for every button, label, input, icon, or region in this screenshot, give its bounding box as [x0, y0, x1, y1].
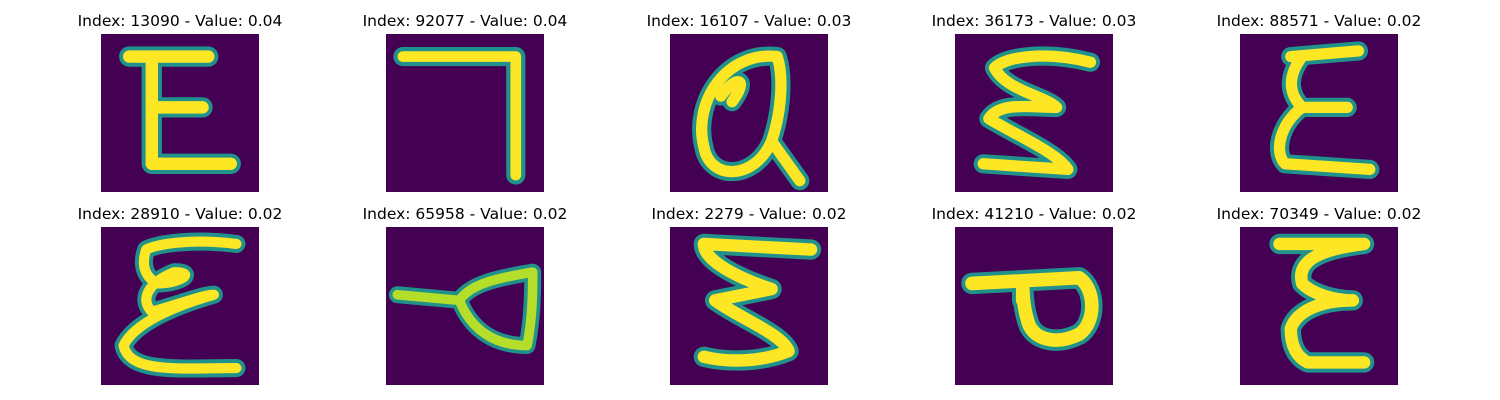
- glyph-three-mirrored: [973, 46, 1101, 180]
- panel-title: Index: 36173 - Value: 0.03: [931, 12, 1137, 30]
- glyph-three-mirrored: [693, 233, 822, 371]
- panel-title: Index: 13090 - Value: 0.04: [77, 12, 283, 30]
- grid-panel: Index: 41210 - Value: 0.02: [904, 204, 1164, 394]
- panel-title: Index: 28910 - Value: 0.02: [77, 205, 283, 223]
- letter-image: [670, 34, 828, 192]
- grid-panel: Index: 92077 - Value: 0.04: [335, 11, 595, 201]
- letter-image: [670, 227, 828, 385]
- panel-title: Index: 65958 - Value: 0.02: [362, 205, 568, 223]
- panel-title: Index: 70349 - Value: 0.02: [1216, 205, 1422, 223]
- letter-image: [101, 34, 259, 192]
- grid-panel: Index: 2279 - Value: 0.02: [619, 204, 879, 394]
- grid-panel: Index: 70349 - Value: 0.02: [1189, 204, 1449, 394]
- letter-image: [101, 227, 259, 385]
- grid-panel: Index: 88571 - Value: 0.02: [1189, 11, 1449, 201]
- glyph-epsilon: [1269, 233, 1375, 373]
- letter-image: [1240, 34, 1398, 192]
- glyph-seven-mirrored: [393, 46, 526, 185]
- letter-image: [955, 227, 1113, 385]
- letter-image: [955, 34, 1113, 192]
- glyph-curly-epsilon: [114, 232, 246, 378]
- glyph-epsilon: [1269, 41, 1380, 180]
- grid-panel: Index: 28910 - Value: 0.02: [50, 204, 310, 394]
- glyph-p-rotated: [961, 267, 1103, 351]
- glyph-alpha: [692, 46, 810, 191]
- grid-panel: Index: 13090 - Value: 0.04: [50, 11, 310, 201]
- panel-title: Index: 88571 - Value: 0.02: [1216, 12, 1422, 30]
- letter-image: [1240, 227, 1398, 385]
- glyph-flag-loop: [388, 263, 542, 354]
- letter-image: [386, 34, 544, 192]
- letter-image: [386, 227, 544, 385]
- grid-panel: Index: 16107 - Value: 0.03: [619, 11, 879, 201]
- grid-panel: Index: 36173 - Value: 0.03: [904, 11, 1164, 201]
- panel-title: Index: 2279 - Value: 0.02: [651, 205, 847, 223]
- panel-title: Index: 92077 - Value: 0.04: [362, 12, 568, 30]
- grid-panel: Index: 65958 - Value: 0.02: [335, 204, 595, 394]
- panel-title: Index: 41210 - Value: 0.02: [931, 205, 1137, 223]
- glyph-e: [119, 46, 241, 174]
- panel-title: Index: 16107 - Value: 0.03: [646, 12, 852, 30]
